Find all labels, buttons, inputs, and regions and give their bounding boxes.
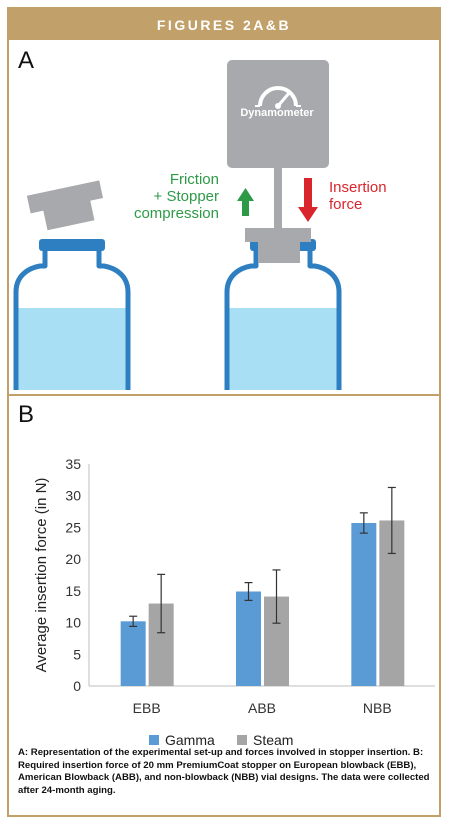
figure-frame: FIGURES 2A&B A [7,7,441,817]
dynamometer-label: Dynamometer [240,107,314,119]
y-tick-label: 25 [65,519,81,535]
friction-label: Friction + Stopper compression [133,171,219,222]
y-tick-label: 10 [65,615,81,631]
red-down-arrow [298,178,318,222]
y-tick-label: 5 [73,646,81,662]
left-vial [13,239,131,390]
green-up-arrow [237,188,254,216]
y-tick-label: 15 [65,583,81,599]
bar-gamma [236,591,261,686]
y-axis-label: Average insertion force (in N) [33,478,50,673]
legend-gamma-swatch [149,735,159,745]
y-tick-label: 20 [65,551,81,567]
panel-b-letter: B [18,401,35,428]
x-tick-label: NBB [363,700,392,716]
legend-steam: Steam [237,732,293,748]
setup-illustration [13,60,342,390]
insertion-force-label: Insertion force [329,179,387,213]
panel-a-letter: A [18,47,35,74]
x-tick-label: EBB [133,700,161,716]
y-tick-label: 30 [65,488,81,504]
right-vial [224,228,342,390]
y-tick-label: 35 [65,456,81,472]
insertion-force-chart: 0 5 10 15 20 25 30 35 Average insertion force (i… [33,456,435,716]
x-tick-label: ABB [248,700,276,716]
bar-gamma [120,621,146,686]
figure-header: FIGURES 2A&B [9,9,439,40]
figure-caption: A: Representation of the experimental se… [18,747,430,796]
loose-stopper [26,180,104,231]
legend-gamma: Gamma [149,732,215,748]
panel-divider [9,394,439,396]
dynamometer [227,60,329,228]
legend-gamma-label: Gamma [165,732,215,748]
y-tick-label: 0 [73,678,81,694]
bar-gamma [351,522,377,686]
legend-steam-swatch [237,735,247,745]
legend-steam-label: Steam [253,732,294,748]
